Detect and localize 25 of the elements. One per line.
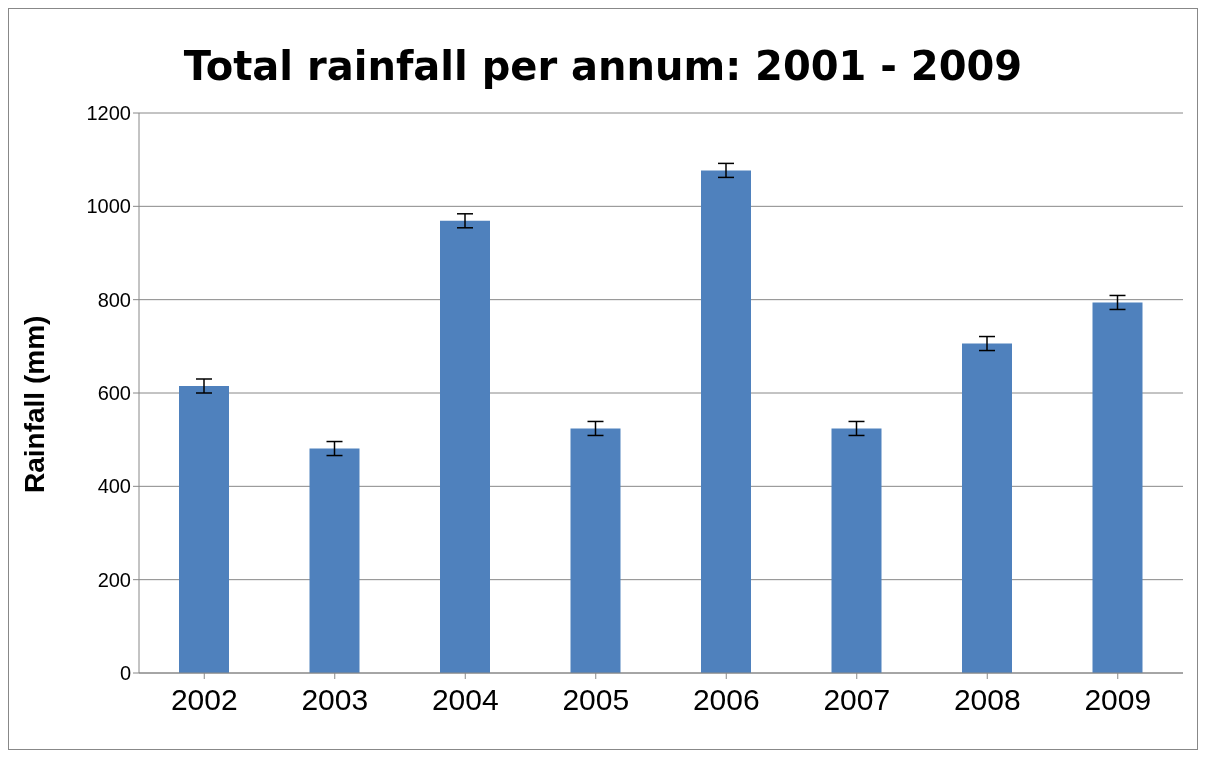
y-tick-label: 800 xyxy=(97,288,131,311)
bar xyxy=(1092,302,1143,673)
bar xyxy=(701,170,751,673)
x-tick-label: 2002 xyxy=(170,683,238,717)
bar xyxy=(179,386,229,673)
x-tick-label: 2007 xyxy=(823,683,891,717)
bar xyxy=(570,428,621,673)
bar xyxy=(440,220,490,673)
y-tick-label: 1200 xyxy=(86,102,131,125)
bar xyxy=(831,428,882,673)
y-tick-label: 1000 xyxy=(86,195,131,218)
chart-title: Total rainfall per annum: 2001 - 2009 xyxy=(182,43,1024,91)
y-tick-label: 0 xyxy=(119,662,131,685)
x-tick-label: 2006 xyxy=(692,683,760,717)
bar xyxy=(309,448,360,673)
y-tick-label: 400 xyxy=(97,475,131,498)
x-tick-label: 2004 xyxy=(431,683,499,717)
bar xyxy=(962,343,1012,673)
y-tick-label: 600 xyxy=(97,382,131,405)
x-tick-label: 2008 xyxy=(953,683,1021,717)
y-tick-label: 200 xyxy=(97,568,131,591)
x-tick-label: 2003 xyxy=(301,683,369,717)
y-axis-title: Rainfall (mm) xyxy=(18,315,50,493)
x-tick-label: 2005 xyxy=(562,683,630,717)
x-tick-label: 2009 xyxy=(1084,683,1152,717)
